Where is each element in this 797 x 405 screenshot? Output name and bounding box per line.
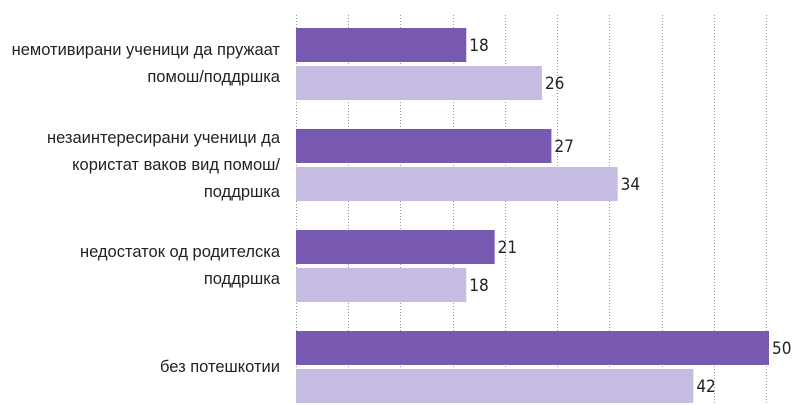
bar <box>296 28 467 62</box>
value-label: 42 <box>696 377 715 397</box>
value-label: 18 <box>469 36 488 56</box>
value-label: 18 <box>469 276 488 296</box>
value-label: 26 <box>545 74 564 94</box>
bar <box>296 129 552 163</box>
value-label: 34 <box>621 175 640 195</box>
category-text: без потешкотии <box>160 357 280 376</box>
value-label: 21 <box>498 238 517 258</box>
bar <box>296 66 542 100</box>
category-label: недостаток од родителска поддршка <box>0 216 280 316</box>
bar <box>296 167 618 201</box>
bar <box>296 369 694 403</box>
bar <box>296 331 769 365</box>
category-label: немотивирани ученици да пружаат помош/по… <box>0 14 280 114</box>
category-text: немотивирани ученици да пружаат помош/по… <box>11 41 280 86</box>
bar <box>296 268 467 302</box>
bar <box>296 230 495 264</box>
category-text: незаинтересирани ученици да користат вак… <box>46 128 280 201</box>
category-label: незаинтересирани ученици да користат вак… <box>0 115 280 215</box>
value-label: 27 <box>554 137 573 157</box>
value-label: 50 <box>772 339 791 359</box>
category-text: недостаток од родителска поддршка <box>79 243 280 288</box>
category-label: без потешкотии <box>0 317 280 405</box>
